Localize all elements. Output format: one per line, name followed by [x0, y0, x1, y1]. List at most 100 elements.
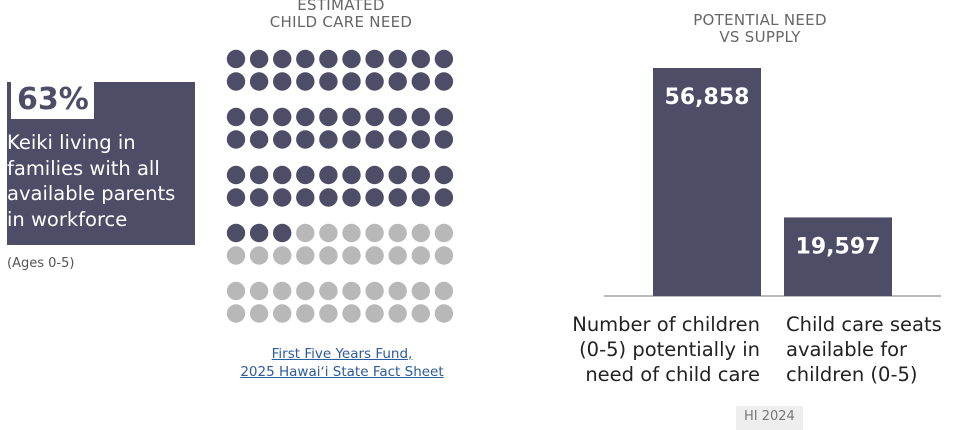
- empty-dot: [434, 304, 454, 323]
- bar-value-label: 19,597: [796, 234, 881, 259]
- dot-title-line: ESTIMATED: [297, 0, 385, 14]
- empty-dot: [365, 246, 384, 265]
- bar-chart-title: POTENTIAL NEED VS SUPPLY: [640, 12, 880, 46]
- filled-dot: [296, 107, 315, 127]
- filled-dot: [249, 188, 269, 207]
- empty-dot: [411, 304, 430, 323]
- empty-dot: [226, 304, 246, 323]
- stat-percent: 63%: [11, 80, 94, 119]
- stat-age-note: (Ages 0-5): [7, 256, 75, 271]
- filled-dot: [273, 165, 292, 185]
- filled-dot: [226, 223, 246, 243]
- source-line[interactable]: 2025 Hawaiʻi State Fact Sheet: [240, 364, 444, 380]
- category-label-seats: Child care seats available for children …: [786, 312, 953, 387]
- stat-line: available parents: [7, 182, 176, 205]
- filled-dot: [388, 165, 407, 185]
- filled-dot: [296, 130, 315, 149]
- filled-dot: [296, 165, 315, 185]
- empty-dot: [273, 246, 292, 265]
- filled-dot: [434, 188, 454, 207]
- category-line: (0-5) potentially in: [579, 338, 760, 361]
- filled-dot: [388, 130, 407, 149]
- filled-dot: [365, 72, 384, 91]
- filled-dot: [411, 49, 430, 69]
- empty-dot: [273, 281, 292, 301]
- empty-dot: [226, 246, 246, 265]
- empty-dot: [249, 304, 269, 323]
- filled-dot: [273, 107, 292, 127]
- empty-dot: [319, 246, 338, 265]
- filled-dot: [388, 72, 407, 91]
- filled-dot: [296, 188, 315, 207]
- empty-dot: [319, 281, 338, 301]
- category-line: children (0-5): [786, 363, 918, 386]
- filled-dot: [388, 107, 407, 127]
- category-line: need of child care: [585, 363, 760, 386]
- category-line: available for: [786, 338, 908, 361]
- filled-dot: [273, 130, 292, 149]
- empty-dot: [411, 246, 430, 265]
- filled-dot: [273, 49, 292, 69]
- waffle-dot-grid: [226, 49, 454, 323]
- empty-dot: [434, 246, 454, 265]
- bar-title-line: VS SUPPLY: [719, 28, 801, 46]
- bar-chart: 56,858 19,597: [604, 68, 941, 297]
- filled-dot: [226, 130, 246, 149]
- filled-dot: [273, 188, 292, 207]
- year-badge: HI 2024: [736, 406, 803, 430]
- empty-dot: [249, 246, 269, 265]
- filled-dot: [342, 188, 361, 207]
- filled-dot: [319, 165, 338, 185]
- empty-dot: [342, 246, 361, 265]
- empty-dot: [342, 223, 361, 243]
- filled-dot: [388, 49, 407, 69]
- filled-dot: [249, 165, 269, 185]
- filled-dot: [411, 130, 430, 149]
- empty-dot: [319, 304, 338, 323]
- empty-dot: [365, 304, 384, 323]
- filled-dot: [434, 165, 454, 185]
- filled-dot: [342, 72, 361, 91]
- empty-dot: [273, 304, 292, 323]
- filled-dot: [226, 188, 246, 207]
- empty-dot: [388, 223, 407, 243]
- empty-dot: [296, 304, 315, 323]
- filled-dot: [296, 72, 315, 91]
- category-line: Child care seats: [786, 313, 942, 336]
- bar-title-line: POTENTIAL NEED: [693, 11, 827, 29]
- dot-title-line: CHILD CARE NEED: [269, 13, 413, 31]
- empty-dot: [296, 246, 315, 265]
- bar: [653, 68, 761, 296]
- filled-dot: [319, 188, 338, 207]
- filled-dot: [411, 188, 430, 207]
- filled-dot: [388, 188, 407, 207]
- empty-dot: [411, 223, 430, 243]
- empty-dot: [296, 281, 315, 301]
- empty-dot: [388, 281, 407, 301]
- empty-dot: [365, 223, 384, 243]
- filled-dot: [249, 72, 269, 91]
- stat-line: in workforce: [7, 207, 128, 231]
- filled-dot: [296, 49, 315, 69]
- source-line[interactable]: First Five Years Fund,: [271, 346, 413, 362]
- empty-dot: [249, 281, 269, 301]
- empty-dot: [434, 281, 454, 301]
- dot-panel-title: ESTIMATED CHILD CARE NEED: [226, 0, 456, 31]
- filled-dot: [226, 165, 246, 185]
- filled-dot: [365, 188, 384, 207]
- filled-dot: [411, 107, 430, 127]
- stat-callout: 63% Keiki living in families with all av…: [7, 80, 195, 245]
- filled-dot: [249, 223, 269, 243]
- filled-dot: [365, 107, 384, 127]
- filled-dot: [319, 72, 338, 91]
- filled-dot: [342, 130, 361, 149]
- category-label-children: Number of children (0-5) potentially in …: [560, 312, 760, 387]
- filled-dot: [365, 165, 384, 185]
- filled-dot: [365, 130, 384, 149]
- filled-dot: [226, 107, 246, 127]
- empty-dot: [411, 281, 430, 301]
- filled-dot: [319, 49, 338, 69]
- filled-dot: [365, 49, 384, 69]
- source-link[interactable]: First Five Years Fund, 2025 Hawaiʻi Stat…: [220, 345, 464, 381]
- filled-dot: [319, 107, 338, 127]
